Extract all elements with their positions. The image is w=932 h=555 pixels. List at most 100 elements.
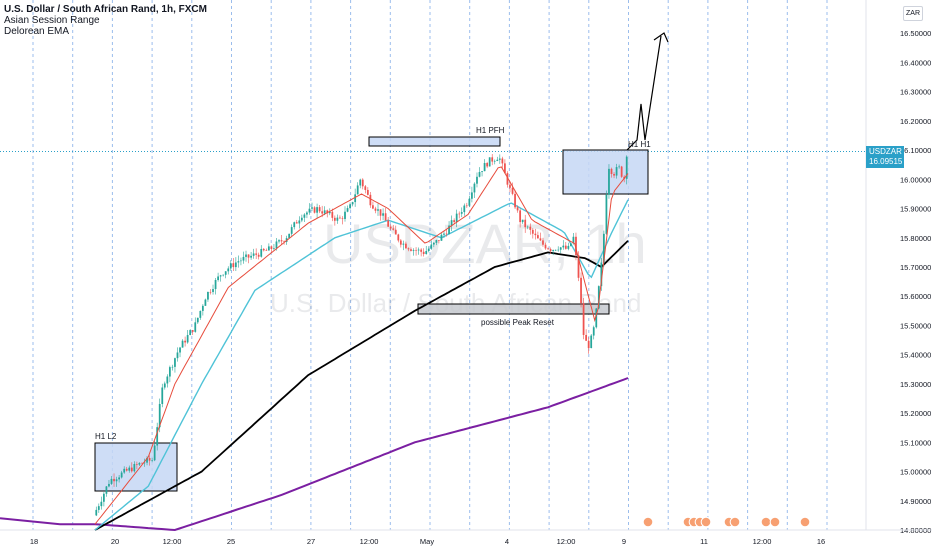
candle-body bbox=[102, 493, 105, 502]
candle-body bbox=[458, 213, 461, 215]
candle-body bbox=[118, 477, 121, 480]
candle-body bbox=[283, 241, 285, 242]
projection-arrow-line bbox=[626, 35, 662, 151]
candle-body bbox=[577, 255, 580, 278]
x-tick-label: 12:00 bbox=[557, 537, 576, 546]
candle-body bbox=[405, 243, 407, 249]
y-tick-label: 16.40000 bbox=[900, 58, 931, 67]
candle-body bbox=[204, 299, 207, 306]
candle-body bbox=[481, 171, 483, 173]
candle-body bbox=[280, 240, 283, 242]
candle-body bbox=[349, 204, 351, 209]
candle-body bbox=[194, 322, 197, 332]
candle-body bbox=[567, 245, 570, 249]
candle-body bbox=[410, 249, 412, 251]
y-tick-label: 15.90000 bbox=[900, 205, 931, 214]
candle-body bbox=[265, 250, 268, 251]
candle-body bbox=[143, 462, 146, 464]
candle-body bbox=[153, 445, 156, 461]
candle-body bbox=[364, 186, 367, 190]
candle-body bbox=[402, 243, 405, 245]
currency-button[interactable]: ZAR bbox=[903, 6, 923, 21]
price-tag-countdown: 49:25 bbox=[869, 167, 890, 176]
candle-body bbox=[476, 176, 478, 184]
candle-body bbox=[501, 158, 504, 164]
candle-body bbox=[306, 212, 308, 215]
candle-body bbox=[158, 403, 161, 428]
candle-body bbox=[199, 310, 202, 318]
price-tag-price: 16.09515 bbox=[869, 157, 903, 166]
candle-body bbox=[278, 240, 280, 242]
candle-body bbox=[602, 233, 605, 263]
candle-body bbox=[120, 472, 123, 478]
indicator-delorean-ema[interactable]: Delorean EMA bbox=[4, 26, 70, 37]
x-tick-label: 27 bbox=[307, 537, 315, 546]
candle-body bbox=[399, 240, 402, 245]
candle-body bbox=[161, 387, 164, 404]
candle-body bbox=[570, 243, 572, 246]
candle-body bbox=[587, 340, 590, 349]
candle-body bbox=[105, 486, 108, 494]
candle-body bbox=[196, 317, 199, 323]
y-tick-label: 15.70000 bbox=[900, 263, 931, 272]
candle-body bbox=[130, 467, 133, 472]
y-tick-label: 16.10000 bbox=[900, 146, 931, 155]
x-tick-label: 12:00 bbox=[360, 537, 379, 546]
candle-body bbox=[339, 217, 341, 219]
indicator-asian-session-range[interactable]: Asian Session Range bbox=[4, 15, 100, 26]
candle-body bbox=[232, 263, 235, 268]
annotation-box-h1-pfh bbox=[368, 136, 501, 147]
candle-body bbox=[382, 213, 384, 216]
candle-body bbox=[333, 217, 336, 221]
candle-body bbox=[384, 213, 387, 221]
candle-body bbox=[498, 158, 501, 160]
candle-body bbox=[511, 187, 514, 194]
candle-body bbox=[298, 220, 301, 224]
economic-event-icon bbox=[799, 516, 811, 528]
x-tick-label: May bbox=[420, 537, 434, 546]
candle-body bbox=[460, 212, 463, 214]
candle-body bbox=[163, 383, 166, 388]
candle-body bbox=[529, 226, 532, 230]
candle-body bbox=[354, 194, 357, 203]
candle-body bbox=[618, 166, 621, 168]
economic-event-icon bbox=[760, 516, 772, 528]
annotation-label-h1-h1: H1 H1 bbox=[628, 140, 651, 149]
candle-body bbox=[227, 268, 230, 272]
y-tick-label: 15.00000 bbox=[900, 468, 931, 477]
candle-body bbox=[435, 240, 438, 243]
candle-body bbox=[191, 330, 194, 332]
candle-body bbox=[450, 220, 453, 226]
candle-body bbox=[331, 211, 334, 218]
candle-body bbox=[361, 179, 364, 187]
ema-long-line bbox=[0, 377, 629, 532]
y-tick-label: 16.00000 bbox=[900, 175, 931, 184]
candle-body bbox=[326, 210, 329, 214]
symbol-title[interactable]: U.S. Dollar / South African Rand, 1h, FX… bbox=[4, 4, 207, 15]
candle-body bbox=[542, 240, 544, 245]
candle-body bbox=[300, 217, 303, 221]
candle-body bbox=[488, 157, 491, 167]
candle-body bbox=[321, 211, 324, 214]
candle-body bbox=[392, 228, 395, 230]
candle-body bbox=[575, 236, 577, 256]
y-tick-label: 16.30000 bbox=[900, 88, 931, 97]
candle-body bbox=[138, 462, 141, 465]
candle-body bbox=[311, 207, 313, 209]
candle-body bbox=[346, 208, 349, 212]
y-tick-label: 15.20000 bbox=[900, 409, 931, 418]
candle-body bbox=[427, 248, 430, 252]
candle-body bbox=[544, 244, 547, 249]
candle-body bbox=[491, 157, 494, 162]
annotation-box-h1-h1 bbox=[562, 149, 649, 195]
candle-body bbox=[229, 263, 232, 269]
x-tick-label: 16 bbox=[817, 537, 825, 546]
candle-body bbox=[166, 376, 169, 384]
candle-body bbox=[356, 185, 359, 195]
candle-body bbox=[473, 183, 476, 193]
x-tick-label: 9 bbox=[622, 537, 626, 546]
price-tag-symbol: USDZAR bbox=[869, 147, 902, 156]
candle-body bbox=[100, 501, 103, 507]
x-tick-label: 11 bbox=[700, 537, 708, 546]
